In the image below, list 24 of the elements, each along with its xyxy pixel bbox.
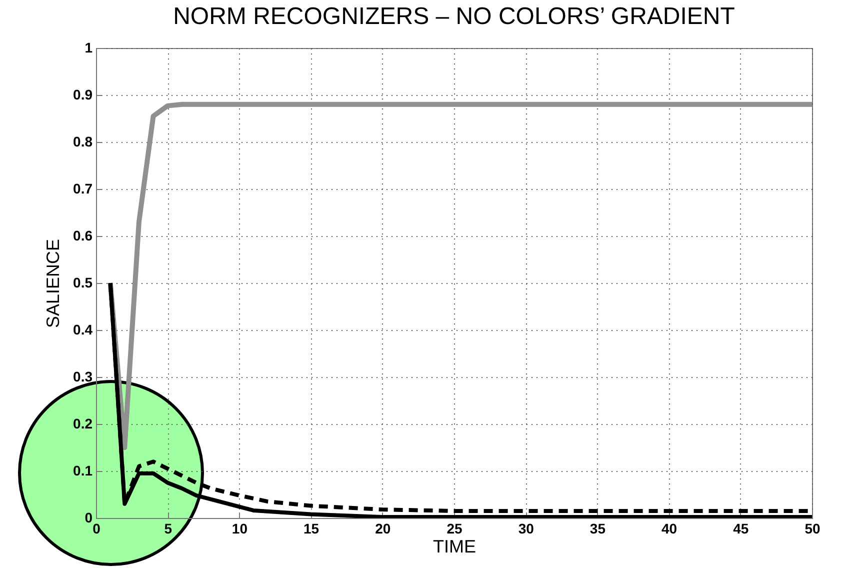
- y-tick-label: 0.5: [73, 274, 93, 290]
- x-tick-label: 25: [446, 520, 462, 536]
- x-tick-label: 30: [518, 520, 534, 536]
- y-tick-label: 0.2: [73, 416, 93, 432]
- y-tick-label: 0.3: [73, 368, 93, 384]
- y-tick-label: 0.1: [73, 462, 93, 478]
- x-tick-label: 50: [804, 520, 820, 536]
- y-tick-label: 0.4: [73, 322, 93, 338]
- x-tick-label: 35: [590, 520, 606, 536]
- x-axis-title: TIME: [433, 536, 476, 556]
- y-tick-label: 1: [84, 40, 93, 56]
- y-tick-label: 0.9: [73, 86, 93, 102]
- y-axis-title: SALIENCE: [43, 238, 64, 328]
- x-tick-label: 5: [164, 520, 172, 536]
- x-tick-label: 15: [304, 520, 320, 536]
- y-tick-label: 0.7: [73, 180, 93, 196]
- y-tick-label: 0.8: [73, 134, 93, 150]
- y-tick-label: 0: [84, 510, 93, 526]
- x-tick-label: 10: [232, 520, 248, 536]
- x-tick-label: 20: [375, 520, 391, 536]
- y-tick-label: 0.6: [73, 228, 93, 244]
- x-tick-label: 40: [662, 520, 678, 536]
- chart-title: NORM RECOGNIZERS – NO COLORS’ GRADIENT: [173, 3, 736, 30]
- x-tick-label: 45: [733, 520, 749, 536]
